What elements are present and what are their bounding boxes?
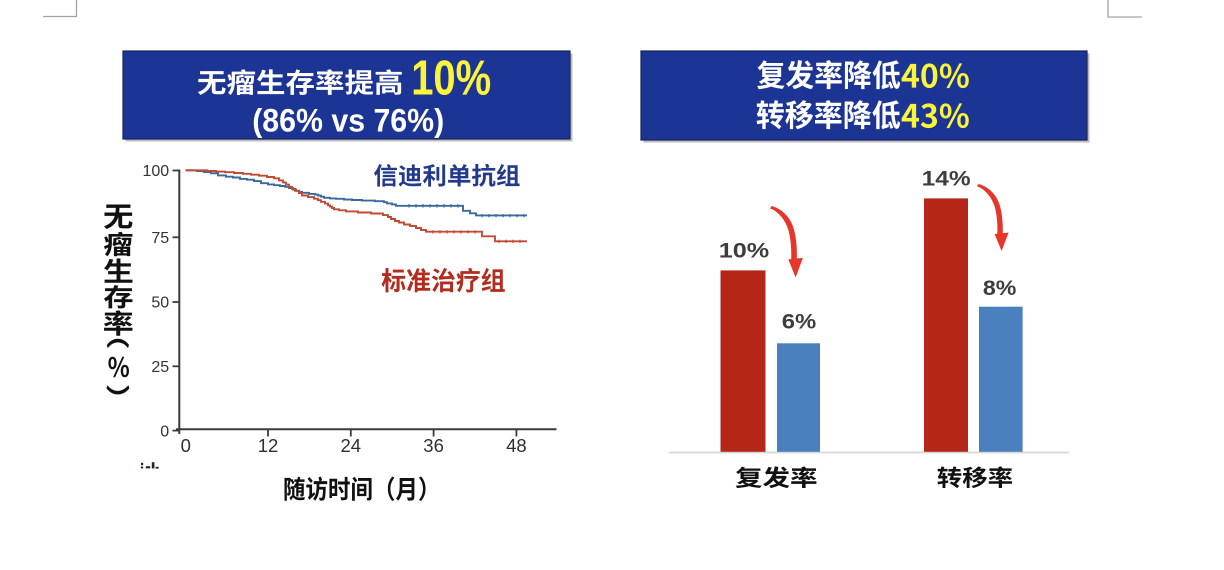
svg-text:100: 100 [142, 163, 169, 180]
svg-text:10%: 10% [719, 239, 770, 263]
svg-text:0: 0 [160, 423, 169, 440]
svg-text:6%: 6% [782, 310, 817, 334]
svg-text:24: 24 [341, 435, 362, 456]
svg-text:48: 48 [506, 435, 527, 456]
svg-text:36: 36 [423, 435, 444, 456]
svg-text:14%: 14% [922, 167, 971, 191]
svg-text:12: 12 [258, 435, 279, 456]
svg-text:8%: 8% [983, 276, 1017, 300]
svg-text:75: 75 [151, 230, 169, 247]
svg-text:10%: 10% [411, 52, 491, 106]
svg-text:25: 25 [151, 359, 169, 376]
svg-text:(86% vs 76%): (86% vs 76%) [252, 103, 444, 139]
svg-text:0: 0 [181, 435, 191, 456]
svg-text:50: 50 [151, 295, 169, 312]
